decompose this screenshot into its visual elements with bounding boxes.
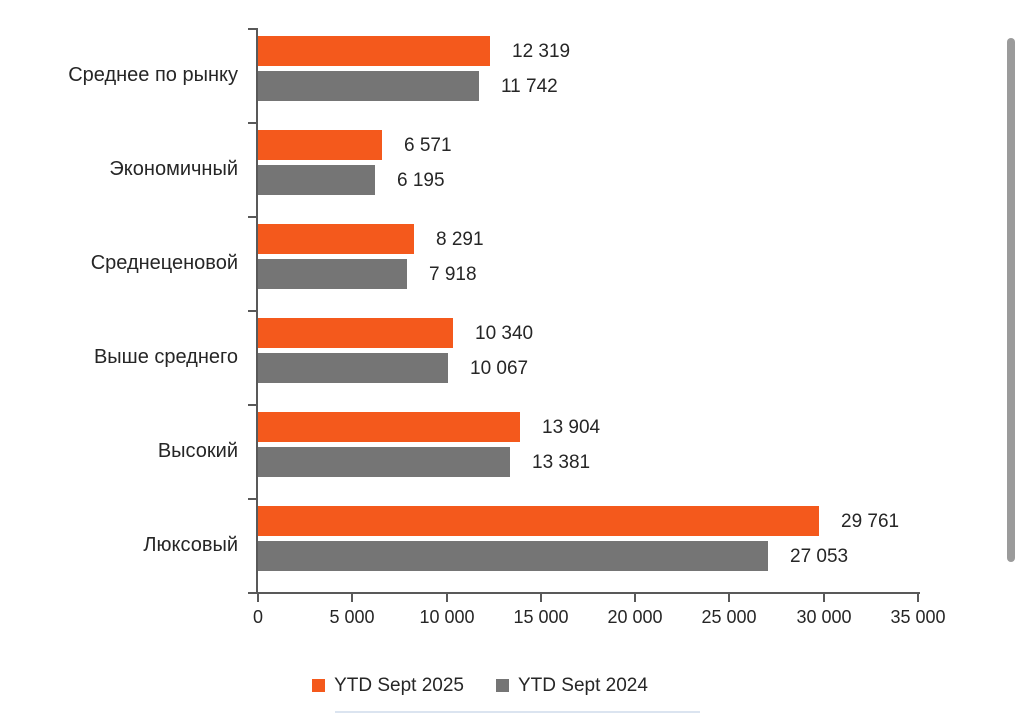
y-axis-tick bbox=[248, 404, 256, 406]
value-label: 7 918 bbox=[429, 264, 477, 285]
value-label: 29 761 bbox=[841, 511, 900, 532]
bar-ytd-sept-2025 bbox=[258, 130, 382, 160]
category-label: Экономичный bbox=[109, 158, 238, 180]
value-label: 13 904 bbox=[542, 417, 601, 438]
legend-label-2025: YTD Sept 2025 bbox=[334, 675, 464, 696]
bar-ytd-sept-2024 bbox=[258, 165, 375, 195]
x-axis-tick bbox=[446, 594, 448, 602]
category-label: Среднее по рынку bbox=[68, 64, 238, 86]
legend-swatch-2024 bbox=[496, 679, 509, 692]
y-axis-tick bbox=[248, 592, 256, 594]
legend-item-ytd-sept-2024: YTD Sept 2024 bbox=[496, 676, 648, 695]
y-axis-tick bbox=[248, 310, 256, 312]
x-axis-tick bbox=[257, 594, 259, 602]
value-label: 6 571 bbox=[404, 135, 452, 156]
bar-ytd-sept-2024 bbox=[258, 353, 448, 383]
bar-ytd-sept-2024 bbox=[258, 447, 510, 477]
x-axis-tick bbox=[634, 594, 636, 602]
value-label: 10 340 bbox=[475, 323, 534, 344]
bar-ytd-sept-2025 bbox=[258, 412, 520, 442]
bar-ytd-sept-2024 bbox=[258, 541, 768, 571]
x-axis-tick bbox=[540, 594, 542, 602]
bar-ytd-sept-2025 bbox=[258, 224, 414, 254]
x-axis-tick-label: 30 000 bbox=[796, 607, 852, 627]
y-axis-tick bbox=[248, 28, 256, 30]
value-label: 27 053 bbox=[790, 546, 849, 567]
x-axis-tick-label: 5 000 bbox=[329, 607, 375, 627]
x-axis-tick-label: 25 000 bbox=[701, 607, 757, 627]
category-label: Среднеценовой bbox=[90, 252, 238, 274]
x-axis-tick-label: 20 000 bbox=[607, 607, 663, 627]
x-axis-tick bbox=[823, 594, 825, 602]
value-label: 8 291 bbox=[436, 229, 484, 250]
x-axis-tick-label: 35 000 bbox=[890, 607, 946, 627]
x-axis-tick-label: 0 bbox=[252, 607, 263, 627]
x-axis-line bbox=[256, 592, 920, 594]
x-axis-tick bbox=[917, 594, 919, 602]
x-axis-tick-label: 15 000 bbox=[513, 607, 569, 627]
x-axis-tick-label: 10 000 bbox=[419, 607, 475, 627]
bar-ytd-sept-2024 bbox=[258, 71, 479, 101]
y-axis-line bbox=[256, 28, 258, 594]
scrollbar-thumb[interactable] bbox=[1007, 38, 1015, 562]
bar-ytd-sept-2025 bbox=[258, 36, 490, 66]
legend-label-2024: YTD Sept 2024 bbox=[518, 675, 648, 696]
legend-swatch-2025 bbox=[312, 679, 326, 692]
category-label: Выше среднего bbox=[93, 346, 238, 368]
page-indicator-line bbox=[335, 711, 700, 713]
legend-item-ytd-sept-2025: YTD Sept 2025 bbox=[312, 676, 464, 695]
legend: YTD Sept 2025 YTD Sept 2024 bbox=[0, 676, 960, 695]
x-axis-tick bbox=[728, 594, 730, 602]
value-label: 12 319 bbox=[512, 41, 571, 62]
value-label: 6 195 bbox=[397, 170, 445, 191]
y-axis-tick bbox=[248, 498, 256, 500]
bar-ytd-sept-2025 bbox=[258, 318, 453, 348]
value-label: 10 067 bbox=[470, 358, 529, 379]
y-axis-tick bbox=[248, 216, 256, 218]
value-label: 13 381 bbox=[532, 452, 591, 473]
category-label: Люксовый bbox=[143, 534, 238, 556]
value-label: 11 742 bbox=[501, 76, 558, 97]
y-axis-tick bbox=[248, 122, 256, 124]
bar-ytd-sept-2024 bbox=[258, 259, 407, 289]
x-axis-tick bbox=[351, 594, 353, 602]
category-label: Высокий bbox=[157, 440, 238, 462]
bar-ytd-sept-2025 bbox=[258, 506, 819, 536]
